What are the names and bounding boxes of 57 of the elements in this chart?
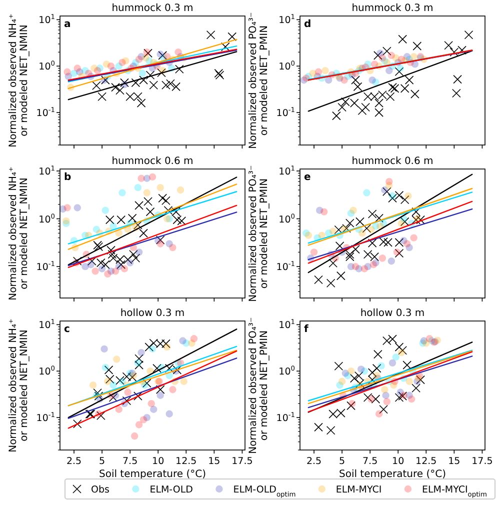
annotation: d	[304, 19, 312, 30]
y-tick-label: 10$^{-1}$	[36, 411, 55, 424]
y-axis-title: Normalized observed NH₄⁺ or modeled NET_NMIN	[8, 14, 30, 148]
legend-label: ELM-MYCI	[336, 484, 382, 496]
x-tick-label: 12.5	[416, 456, 437, 467]
y-tick-label: 10$^{-1}$	[276, 260, 295, 274]
x-tick-label: 10	[152, 456, 164, 467]
x-tick-label: 2.5	[66, 456, 82, 467]
x-tick-label: 15	[208, 456, 220, 467]
x-tick-label: 5	[99, 456, 106, 467]
x-tick-label: 17.5	[472, 456, 493, 467]
annotation: a	[64, 19, 71, 30]
chart-title: hummock 0.6 m	[112, 156, 194, 167]
y-tick-label: 10$^{-1}$	[276, 106, 295, 120]
y-tick-label: 10$^{0}$	[278, 212, 295, 226]
annotation: b	[64, 172, 72, 183]
y-tick-label: 10$^{1}$	[278, 164, 295, 178]
annotation: e	[304, 172, 311, 183]
y-tick-label: 10$^{0}$	[38, 364, 55, 378]
y-tick-label: 10$^{1}$	[38, 164, 55, 178]
x-tick-label: 2.5	[306, 456, 322, 467]
y-tick-label: 10$^{-1}$	[276, 411, 295, 424]
y-axis-title: Normalized observed PO₄³⁻ or modeled NET_PMIN	[248, 12, 270, 149]
x-tick-label: 5	[339, 456, 346, 467]
chart-title: hollow 0.3 m	[120, 308, 185, 319]
y-tick-label: 10$^{0}$	[278, 60, 295, 73]
annotation: c	[64, 324, 70, 335]
x-tick-label: 15	[448, 456, 460, 467]
y-tick-label: 10$^{1}$	[278, 13, 295, 26]
x-tick-label: 7.5	[122, 456, 138, 467]
y-tick-label: 10$^{1}$	[38, 13, 55, 26]
x-tick-label: 12.5	[176, 456, 197, 467]
y-axis-title: Normalized observed PO₄³⁻ or modeled NET_PMIN	[248, 165, 270, 302]
legend-label: ELM-OLD	[150, 484, 193, 496]
y-axis-title: Normalized observed NH₄⁺ or modeled NET_NMIN	[8, 318, 30, 452]
legend-label: Obs	[91, 484, 110, 496]
y-axis-title: Normalized observed PO₄³⁻ or modeled NET_PMIN	[248, 317, 270, 454]
y-tick-label: 10$^{-1}$	[36, 106, 55, 120]
x-tick-label: 7.5	[362, 456, 378, 467]
y-tick-label: 10$^{-1}$	[36, 260, 55, 274]
chart-title: hummock 0.6 m	[352, 156, 434, 167]
chart-title: hummock 0.3 m	[352, 3, 434, 14]
x-axis-title: Soil temperature (°C)	[98, 469, 206, 480]
chart-title: hummock 0.3 m	[112, 3, 194, 14]
x-axis-title: Soil temperature (°C)	[338, 469, 446, 480]
y-tick-label: 10$^{0}$	[278, 364, 295, 378]
legend-label: ELM-OLD$_{optim}$	[233, 484, 296, 498]
x-tick-label: 17.5	[232, 456, 253, 467]
y-tick-label: 10$^{1}$	[38, 318, 55, 332]
legend-label: ELM-MYCI$_{optim}$	[422, 484, 487, 498]
y-tick-label: 10$^{0}$	[38, 212, 55, 226]
chart-title: hollow 0.3 m	[360, 308, 425, 319]
y-tick-label: 10$^{0}$	[38, 60, 55, 73]
y-axis-title: Normalized observed NH₄⁺ or modeled NET_NMIN	[8, 166, 30, 300]
annotation: f	[304, 324, 309, 335]
y-tick-label: 10$^{1}$	[278, 318, 295, 332]
x-tick-label: 10	[392, 456, 404, 467]
